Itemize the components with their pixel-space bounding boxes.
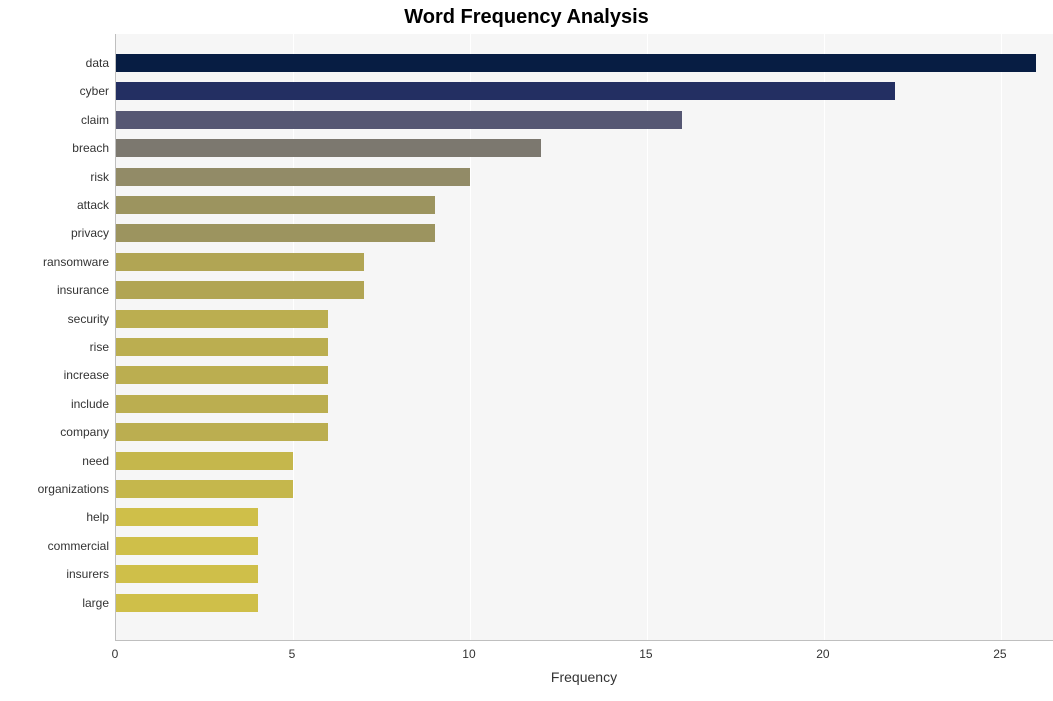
- bar: [116, 366, 328, 384]
- bar: [116, 537, 258, 555]
- y-tick-label: need: [82, 454, 109, 468]
- x-tick: 25: [993, 647, 1006, 661]
- x-axis-label: Frequency: [115, 669, 1053, 685]
- chart-title: Word Frequency Analysis: [0, 6, 1053, 29]
- y-tick-label: insurers: [66, 567, 109, 581]
- bar: [116, 594, 258, 612]
- y-tick-label: cyber: [80, 84, 109, 98]
- bar: [116, 452, 293, 470]
- y-tick-label: ransomware: [43, 255, 109, 269]
- y-tick-label: insurance: [57, 283, 109, 297]
- bar: [116, 168, 470, 186]
- gridline: [1001, 34, 1002, 640]
- gridline: [824, 34, 825, 640]
- bar: [116, 82, 895, 100]
- bar: [116, 253, 364, 271]
- bar: [116, 281, 364, 299]
- y-tick-label: include: [71, 397, 109, 411]
- y-tick-label: increase: [64, 368, 109, 382]
- y-tick-label: risk: [90, 170, 109, 184]
- y-tick-label: data: [86, 56, 109, 70]
- x-tick: 0: [112, 647, 119, 661]
- y-tick-label: company: [60, 425, 109, 439]
- y-tick-label: attack: [77, 198, 109, 212]
- y-tick-label: large: [82, 596, 109, 610]
- bar: [116, 111, 682, 129]
- y-tick-label: breach: [72, 141, 109, 155]
- bar: [116, 338, 328, 356]
- bar: [116, 508, 258, 526]
- x-tick: 20: [816, 647, 829, 661]
- bar: [116, 310, 328, 328]
- bar: [116, 139, 541, 157]
- bar: [116, 565, 258, 583]
- y-tick-label: privacy: [71, 226, 109, 240]
- x-tick: 10: [462, 647, 475, 661]
- word-frequency-chart: Word Frequency Analysis Frequency 0 5 10 15…: [0, 0, 1053, 701]
- bar: [116, 54, 1036, 72]
- x-tick: 5: [289, 647, 296, 661]
- y-tick-label: claim: [81, 113, 109, 127]
- x-tick: 15: [639, 647, 652, 661]
- y-tick-label: help: [86, 510, 109, 524]
- bar: [116, 423, 328, 441]
- y-tick-label: rise: [90, 340, 109, 354]
- bar: [116, 395, 328, 413]
- bar: [116, 224, 435, 242]
- bar: [116, 480, 293, 498]
- bar: [116, 196, 435, 214]
- y-tick-label: security: [68, 312, 109, 326]
- plot-area: [115, 34, 1053, 641]
- y-tick-label: organizations: [38, 482, 109, 496]
- y-tick-label: commercial: [48, 539, 109, 553]
